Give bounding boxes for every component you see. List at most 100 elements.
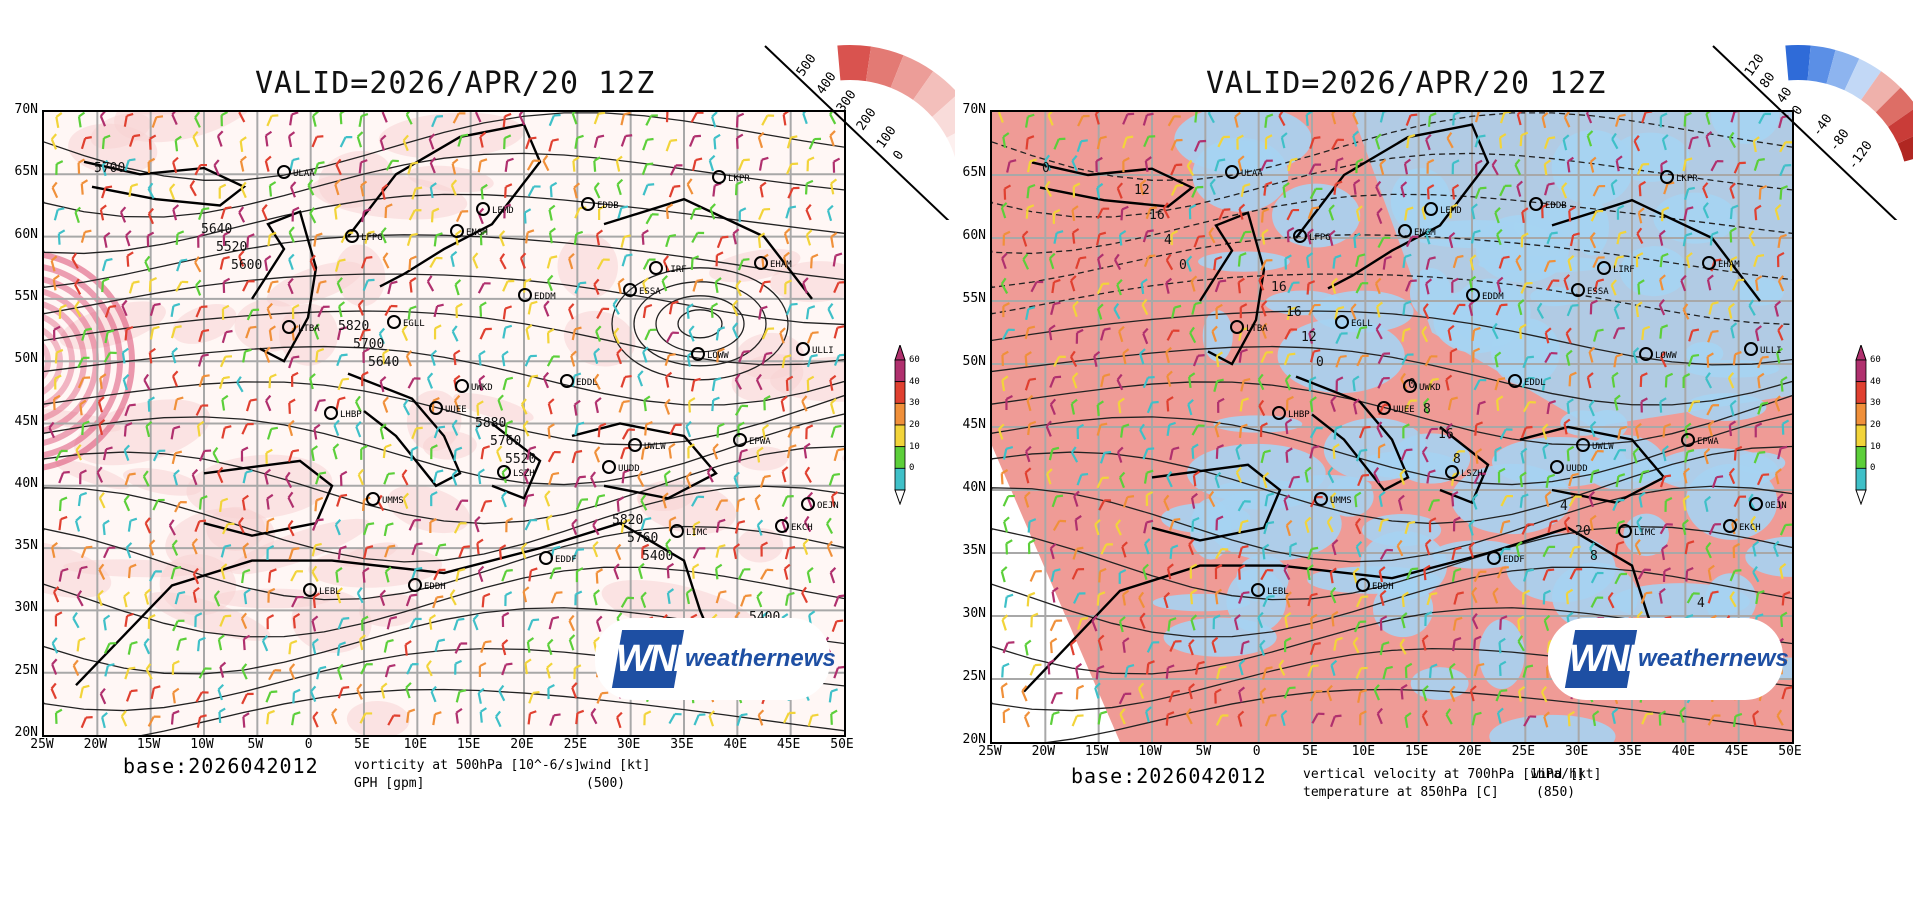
svg-text:LIRF: LIRF — [665, 265, 687, 275]
wind-barb — [102, 614, 111, 631]
wind-barb — [754, 493, 761, 511]
wind-barb — [478, 350, 486, 366]
wind-barb — [1405, 235, 1419, 248]
contour-line — [992, 193, 1792, 255]
wind-barb — [1049, 375, 1062, 388]
wind-barb — [1702, 202, 1710, 219]
wind-barb — [542, 154, 550, 172]
fan-segment — [1785, 44, 1811, 81]
wind-barb — [58, 304, 67, 319]
wind-barb — [1732, 350, 1742, 366]
wind-barb — [568, 634, 576, 651]
wind-barb — [51, 658, 58, 675]
svg-text:UUEE: UUEE — [445, 405, 467, 415]
wind-barb — [405, 112, 413, 125]
wind-barb — [1520, 232, 1529, 248]
wind-barb — [1776, 251, 1785, 268]
wind-barb — [289, 112, 299, 126]
wind-barb — [1568, 371, 1577, 387]
wind-barb — [786, 135, 798, 149]
wind-barb — [1191, 516, 1200, 532]
svg-text:LFPG: LFPG — [361, 233, 383, 243]
wind-barb — [1776, 709, 1784, 726]
wind-barb — [1326, 516, 1334, 533]
lon-tick-label: 50E — [830, 737, 854, 752]
wind-barb — [1451, 491, 1459, 507]
station-marker: ULAA — [1225, 165, 1263, 179]
wind-barb — [379, 134, 387, 151]
wind-barb — [1307, 206, 1320, 220]
wind-barb — [640, 494, 648, 511]
wind-barb — [1426, 592, 1438, 606]
wind-barb — [1542, 568, 1555, 581]
wind-barb — [291, 206, 300, 222]
wind-barb — [1264, 134, 1273, 150]
wind-barb — [641, 543, 650, 559]
wind-barb — [237, 517, 245, 534]
wind-barb — [1752, 136, 1760, 153]
wind-barb — [454, 279, 462, 296]
wind-barb — [1116, 182, 1124, 199]
coastline — [1519, 425, 1666, 504]
lon-tick-label: 20W — [83, 737, 108, 752]
wind-barb — [1376, 207, 1383, 225]
wind-barb — [1029, 663, 1042, 676]
wind-barb — [1024, 325, 1036, 340]
contour-label: 5640 — [368, 355, 399, 370]
lat-tick-label: 50N — [14, 351, 38, 367]
lat-tick-label: 65N — [14, 164, 38, 180]
wind-barb — [1238, 591, 1250, 604]
wind-barb — [1522, 355, 1535, 369]
contour-label: 0 — [1042, 161, 1050, 176]
wind-barb — [1779, 523, 1792, 536]
wind-barb — [806, 567, 814, 584]
svg-text:UUDD: UUDD — [618, 464, 640, 474]
lon-tick-label: 30E — [616, 737, 641, 752]
wind-barb — [1424, 611, 1433, 627]
lat-tick-label: 20N — [962, 732, 986, 747]
wind-barb — [1284, 612, 1292, 628]
wind-barb — [451, 158, 459, 175]
wind-barb — [1352, 567, 1360, 584]
wind-barb — [474, 516, 481, 533]
wind-barb — [1021, 685, 1028, 702]
coastline — [75, 521, 734, 686]
wind-barb — [783, 711, 796, 724]
wind-barb — [1728, 420, 1737, 437]
wind-barb — [1142, 375, 1155, 389]
wind-barb — [664, 353, 676, 367]
wind-barb — [549, 567, 562, 580]
wind-barb — [363, 522, 375, 536]
svg-text:ENGM: ENGM — [466, 228, 488, 238]
lon-tick-label: 25E — [1511, 744, 1536, 759]
wind-barb — [643, 395, 651, 412]
wind-barb — [1162, 202, 1170, 219]
wind-barb — [198, 207, 210, 220]
wind-barb — [1139, 423, 1147, 441]
wind-barb — [219, 661, 227, 678]
wind-barb — [690, 377, 701, 392]
wind-barb — [1592, 328, 1604, 342]
wind-barb — [74, 300, 82, 318]
wind-barb — [826, 204, 834, 222]
wind-barb — [546, 638, 554, 656]
wind-barb — [1192, 470, 1201, 487]
wind-barb — [1260, 449, 1271, 464]
wind-barb — [1658, 710, 1667, 726]
wind-barb — [221, 522, 235, 535]
wind-barb — [784, 279, 792, 295]
wind-barb — [1705, 542, 1712, 559]
wind-barb — [1308, 376, 1317, 392]
station-marker: LOWW — [1639, 347, 1677, 361]
wind-barb — [121, 299, 128, 317]
wind-barb — [620, 234, 631, 248]
wind-barb — [123, 591, 131, 608]
wind-barb — [755, 373, 763, 391]
wind-barb — [1142, 229, 1154, 243]
wind-barb — [613, 327, 620, 344]
wind-barb — [1264, 492, 1275, 507]
wind-barb — [661, 275, 668, 292]
contour-line — [992, 152, 1792, 218]
wind-barb — [195, 404, 209, 416]
wind-barb — [640, 517, 652, 531]
